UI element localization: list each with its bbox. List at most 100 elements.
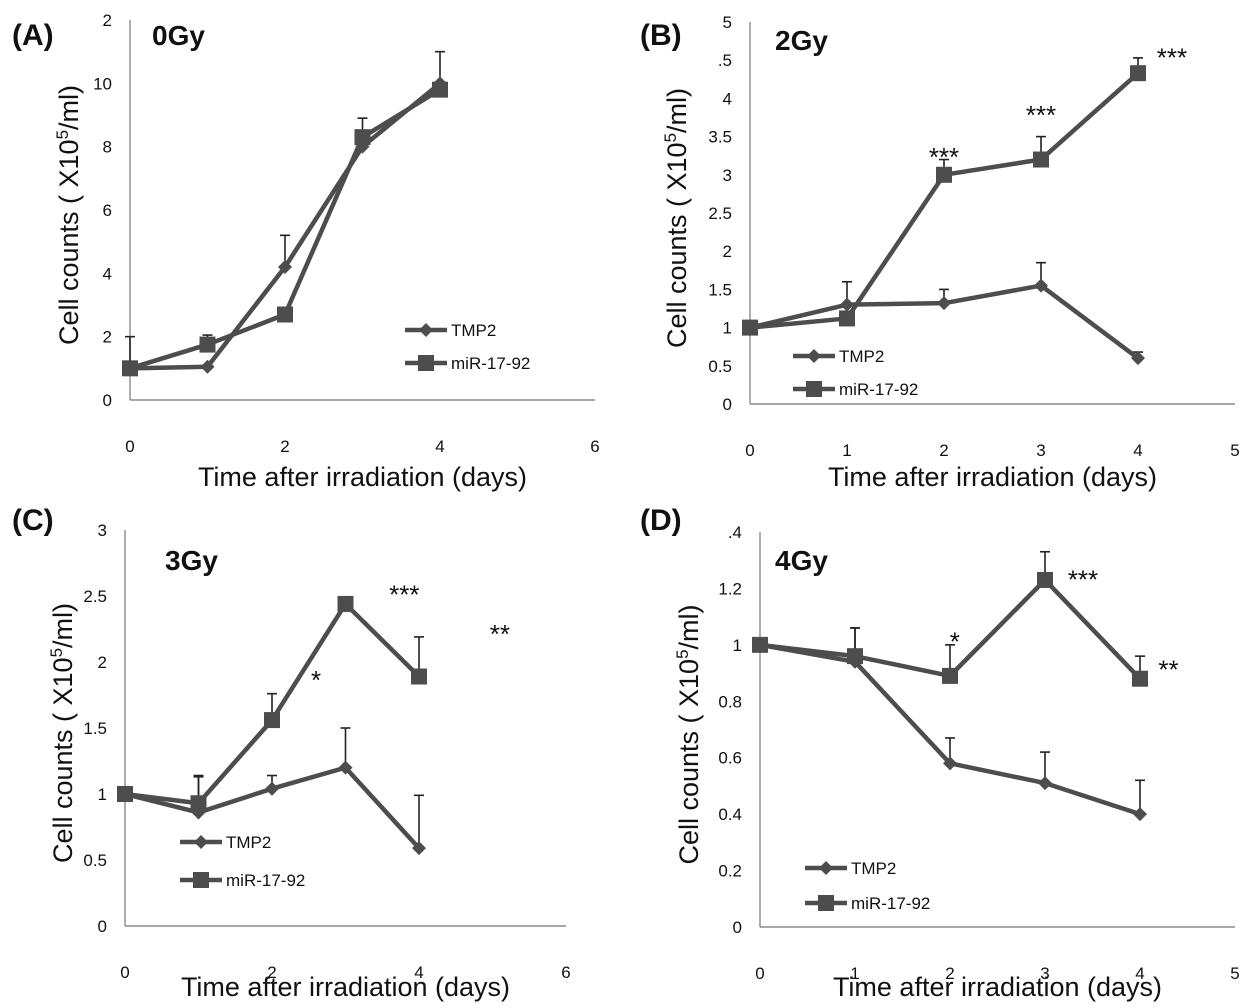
y-tick-label: 10 [93, 74, 112, 93]
y-tick-label: 4 [723, 89, 732, 108]
data-point [1038, 776, 1052, 791]
y-tick-label: 1 [98, 785, 107, 804]
data-point [277, 306, 293, 323]
data-point [1132, 670, 1148, 687]
y-tick-label: .4 [728, 523, 742, 542]
y-tick-label: 0.8 [718, 692, 742, 711]
legend-entry: miR-17-92 [226, 871, 305, 890]
legend-marker [818, 895, 834, 911]
data-point [199, 336, 216, 353]
data-point [1033, 151, 1049, 168]
significance-marker: *** [929, 142, 959, 172]
legend-marker [194, 835, 208, 849]
y-tick-label: 2.5 [83, 587, 107, 606]
data-point [1131, 351, 1145, 366]
panel-label: (A) [12, 19, 54, 52]
data-point [1130, 65, 1146, 82]
y-tick-label: 3 [98, 521, 107, 540]
legend-entry: TMP2 [851, 859, 896, 878]
x-tick-label: 4 [1135, 964, 1144, 983]
chart-title: 0Gy [152, 20, 205, 51]
data-point [190, 795, 207, 812]
data-point [943, 756, 957, 771]
x-axis-label: Time after irradiation (days) [828, 462, 1157, 492]
y-tick-label: 2 [103, 11, 112, 30]
data-point [1034, 278, 1048, 293]
legend-entry: TMP2 [451, 321, 496, 340]
y-tick-label: 2 [98, 653, 107, 672]
y-tick-label: 0 [98, 917, 107, 936]
panel-label: (D) [640, 504, 682, 537]
data-point [937, 296, 951, 311]
y-axis-label: Cell counts ( X105/ml) [53, 85, 84, 345]
x-tick-label: 4 [435, 437, 444, 456]
y-tick-label: 0 [723, 395, 732, 414]
legend: TMP2 miR-17-92 [805, 859, 930, 913]
legend-marker [193, 872, 209, 888]
data-point [337, 595, 354, 612]
y-tick-label: 8 [103, 138, 112, 157]
chart-panel-4: 0 0.2 0.4 0.6 0.8 1 1.2 .4 0 1 2 3 4 5 Time after irra… [640, 504, 1240, 1002]
x-axis-label: Time after irradiation (days) [198, 462, 527, 492]
data-point [200, 359, 215, 374]
legend-entry: miR-17-92 [851, 894, 930, 913]
legend: TMP2 miR-17-92 [405, 321, 530, 373]
legend-marker [819, 861, 833, 875]
x-tick-label: 4 [414, 963, 423, 982]
y-tick-label: 1 [723, 319, 732, 338]
series-tmp2 [123, 50, 447, 376]
x-tick-label: 5 [1230, 441, 1239, 460]
data-point [1133, 807, 1147, 822]
series-line [129, 87, 442, 371]
y-tick-label: 2 [103, 328, 112, 347]
data-point [338, 760, 353, 775]
chart-title: 3Gy [165, 545, 218, 576]
data-point [847, 648, 863, 665]
x-tick-label: 0 [755, 964, 764, 983]
x-tick-label: 0 [120, 963, 129, 982]
series-mir-17-92 [122, 81, 448, 377]
y-tick-label: 0.5 [708, 357, 732, 376]
y-tick-label: 1.5 [708, 280, 732, 299]
chart-title: 4Gy [775, 545, 828, 576]
significance-marker: *** [389, 579, 419, 609]
x-tick-label: 3 [1036, 441, 1045, 460]
data-point [411, 668, 427, 685]
x-axis-label: Time after irradiation (days) [833, 972, 1162, 1002]
y-tick-label: 3 [723, 166, 732, 185]
data-point [840, 297, 854, 312]
chart-panel-2: 0 0.5 1 1.5 2 2.5 3 3.5 4 .5 5 0 1 2 3 4 5 Time after irr… [640, 13, 1240, 492]
y-axis-label: Cell counts ( X105/ml) [47, 603, 78, 863]
y-tick-label: 0.4 [718, 805, 742, 824]
x-tick-label: 1 [850, 964, 859, 983]
chart-panel-1: 0 2 4 6 8 10 2 0 2 4 6 Time after irradiation (days… [12, 11, 600, 492]
data-point [278, 260, 292, 274]
y-tick-label: .5 [718, 51, 732, 70]
series-tmp2 [753, 627, 1147, 822]
series-line [129, 81, 442, 371]
series-tmp2 [118, 727, 426, 856]
x-tick-label: 0 [745, 441, 754, 460]
y-axis-label: Cell counts ( X105/ml) [661, 88, 692, 348]
panel-label: (B) [640, 19, 682, 52]
y-tick-label: 1 [733, 636, 742, 655]
legend-entry: TMP2 [226, 833, 271, 852]
data-point [117, 786, 133, 802]
series-mir-17-92 [752, 550, 1148, 687]
x-tick-label: 2 [280, 437, 289, 456]
series-mir-17-92 [117, 595, 427, 812]
legend-marker [806, 381, 822, 397]
y-tick-label: 5 [723, 13, 732, 32]
x-tick-label: 2 [945, 964, 954, 983]
significance-marker: *** [1026, 100, 1056, 130]
y-tick-label: 3.5 [708, 128, 732, 147]
y-tick-label: 4 [103, 264, 112, 283]
y-tick-label: 6 [103, 201, 112, 220]
y-tick-label: 1.5 [83, 719, 107, 738]
data-point [839, 310, 855, 327]
chart-title: 2Gy [775, 25, 828, 56]
y-tick-label: 1.2 [718, 579, 742, 598]
legend-entry: TMP2 [839, 347, 884, 366]
y-tick-label: 0.2 [718, 862, 742, 881]
